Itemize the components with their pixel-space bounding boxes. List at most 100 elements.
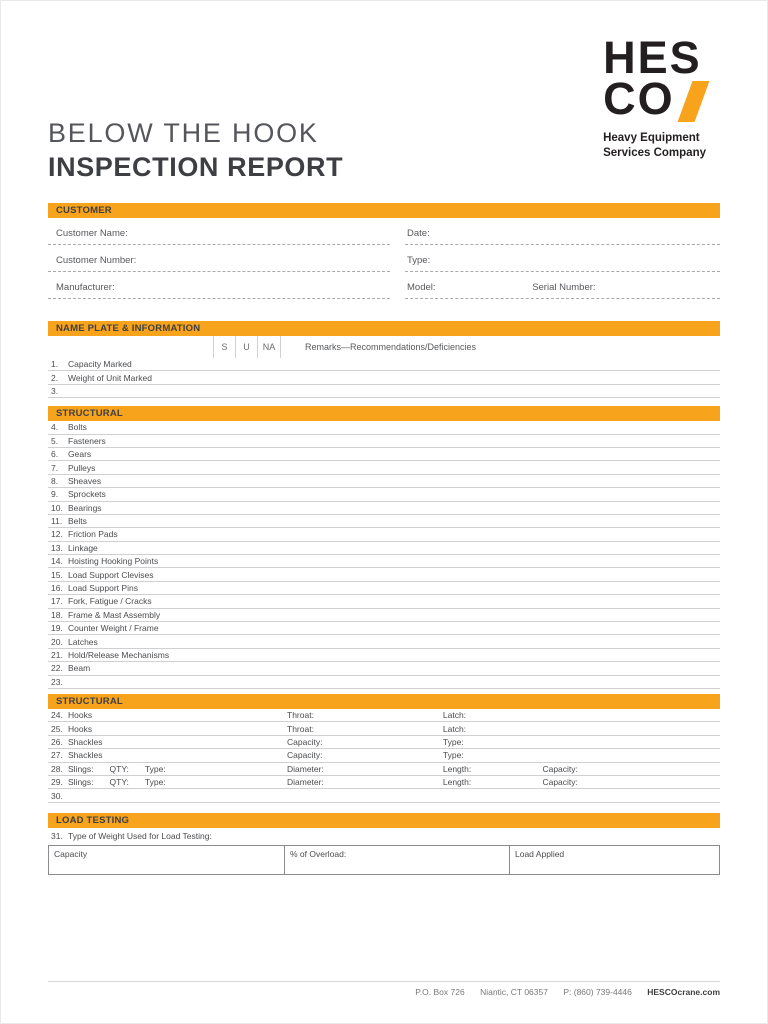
column-header-na: NA xyxy=(257,336,281,358)
section-header-load-testing: LOAD TESTING xyxy=(48,812,720,828)
footer-address: P.O. Box 726 xyxy=(415,987,465,997)
page-header: BELOW THE HOOK INSPECTION REPORT HES CO … xyxy=(48,35,720,203)
manufacturer-field: Manufacturer: xyxy=(48,272,390,299)
item-label-cell: 4. Bolts xyxy=(48,422,213,432)
row-number: 7. xyxy=(51,462,59,473)
row-number: 24. xyxy=(51,710,63,721)
table-row: 18. Frame & Mast Assembly xyxy=(48,609,720,623)
row-label: Sprockets xyxy=(68,489,106,500)
table-row: 3. xyxy=(48,385,720,399)
item-label-cell: 24. Hooks xyxy=(48,710,213,720)
table-row: 28. Slings: QTY: Type: Diameter: Length:… xyxy=(48,763,720,776)
detail-field-2: Latch: xyxy=(442,710,467,721)
item-label-cell: 30. xyxy=(48,791,213,801)
manufacturer-label: Manufacturer: xyxy=(56,282,115,293)
section-header-structural-2: STRUCTURAL xyxy=(48,693,720,709)
item-label-cell: 9. Sprockets xyxy=(48,489,213,499)
item-label-cell: 3. xyxy=(48,386,213,396)
item-label-cell: 12. Friction Pads xyxy=(48,529,213,539)
row-label: Gears xyxy=(68,449,92,460)
row-label: Frame & Mast Assembly xyxy=(68,609,161,620)
detail-field-1: Throat: xyxy=(287,723,314,734)
detail-field-2: Type: xyxy=(442,736,464,747)
model-label: Model: xyxy=(407,282,436,293)
remarks-cell: Capacity: Type: xyxy=(281,737,720,747)
row-label: Counter Weight / Frame xyxy=(68,623,159,634)
row-label: Pulleys xyxy=(68,462,96,473)
detail-field-1: Capacity: xyxy=(287,750,323,761)
table-row: 12. Friction Pads xyxy=(48,528,720,542)
row-label: Type of Weight Used for Load Testing: xyxy=(68,831,212,842)
item-label-cell: 13. Linkage xyxy=(48,543,213,553)
page-title: BELOW THE HOOK INSPECTION REPORT xyxy=(48,117,343,184)
detail-field-2: Length: xyxy=(442,763,472,774)
row-type-label: Type: xyxy=(144,777,166,788)
item-label-cell: 28. Slings: QTY: Type: xyxy=(48,764,213,774)
table-row: 17. Fork, Fatigue / Cracks xyxy=(48,595,720,609)
table-row: 26. Shackles Capacity: Type: xyxy=(48,736,720,750)
footer-city: Niantic, CT 06357 xyxy=(480,987,548,997)
row-label: Fasteners xyxy=(68,435,106,446)
customer-name-field: Customer Name: xyxy=(48,218,390,245)
capacity-cell: Capacity xyxy=(54,848,88,859)
logo-slash-icon xyxy=(677,81,710,123)
model-serial-field: Model: Serial Number: xyxy=(405,272,720,299)
table-row: 11. Belts xyxy=(48,515,720,529)
row-number: 10. xyxy=(51,502,63,513)
load-testing-row-31: 31. Type of Weight Used for Load Testing… xyxy=(48,828,720,845)
row-number: 23. xyxy=(51,676,63,687)
row-number: 16. xyxy=(51,583,63,594)
row-number: 26. xyxy=(51,736,63,747)
logo-tagline-line1: Heavy Equipment xyxy=(603,132,700,145)
row-label: Capacity Marked xyxy=(68,359,132,370)
date-label: Date: xyxy=(407,228,430,239)
logo-tagline-line2: Services Company xyxy=(603,147,706,160)
item-label-cell: 7. Pulleys xyxy=(48,463,213,473)
row-label: Hoisting Hooking Points xyxy=(68,556,159,567)
row-label: Weight of Unit Marked xyxy=(68,372,152,383)
item-label-cell: 6. Gears xyxy=(48,449,213,459)
structural-table: 4. Bolts 5. Fasteners xyxy=(48,421,720,689)
row-label: Hooks xyxy=(68,723,93,734)
logo-text-co: CO xyxy=(603,73,675,125)
item-label-cell: 19. Counter Weight / Frame xyxy=(48,623,213,633)
structural-details-table: 24. Hooks Throat: Latch: xyxy=(48,709,720,803)
row-label: Linkage xyxy=(68,542,98,553)
row-number: 18. xyxy=(51,609,63,620)
column-header-s: S xyxy=(213,336,235,358)
load-testing-table: Capacity % of Overload: Load Applied xyxy=(48,844,720,875)
row-number: 14. xyxy=(51,556,63,567)
table-row: 1. Capacity Marked xyxy=(48,358,720,372)
row-label: Shackles xyxy=(68,750,103,761)
table-row: 14. Hoisting Hooking Points xyxy=(48,555,720,569)
detail-field-1: Capacity: xyxy=(287,736,323,747)
row-number: 6. xyxy=(51,449,59,460)
empty-header-cell xyxy=(48,336,213,358)
footer: P.O. Box 726 Niantic, CT 06357 P: (860) … xyxy=(48,981,720,997)
table-row: 24. Hooks Throat: Latch: xyxy=(48,709,720,723)
row-label: Beam xyxy=(68,663,91,674)
logo-tagline: Heavy Equipment Services Company xyxy=(603,131,706,161)
detail-field-3: Capacity: xyxy=(542,777,578,788)
row-qty-label: QTY: xyxy=(109,777,129,788)
row-number: 2. xyxy=(51,372,59,383)
row-label: Friction Pads xyxy=(68,529,118,540)
table-row: 30. xyxy=(48,789,720,803)
item-label-cell: 17. Fork, Fatigue / Cracks xyxy=(48,596,213,606)
row-number: 4. xyxy=(51,422,59,433)
logo-text-hes: HES xyxy=(603,32,702,83)
row-label: Hold/Release Mechanisms xyxy=(68,650,170,660)
table-row: 4. Bolts xyxy=(48,421,720,435)
customer-number-label: Customer Number: xyxy=(56,255,137,266)
detail-field-1: Diameter: xyxy=(287,763,324,774)
row-number: 15. xyxy=(51,569,63,580)
row-label: Latches xyxy=(68,636,98,647)
table-row: 9. Sprockets xyxy=(48,488,720,502)
name-plate-table: 1. Capacity Marked xyxy=(48,358,720,399)
remarks-cell: Throat: Latch: xyxy=(281,710,720,720)
table-row: 2. Weight of Unit Marked xyxy=(48,371,720,385)
table-row: 13. Linkage xyxy=(48,542,720,556)
row-number: 22. xyxy=(51,663,63,674)
row-label: Shackles xyxy=(68,736,103,747)
table-row: 6. Gears xyxy=(48,448,720,462)
